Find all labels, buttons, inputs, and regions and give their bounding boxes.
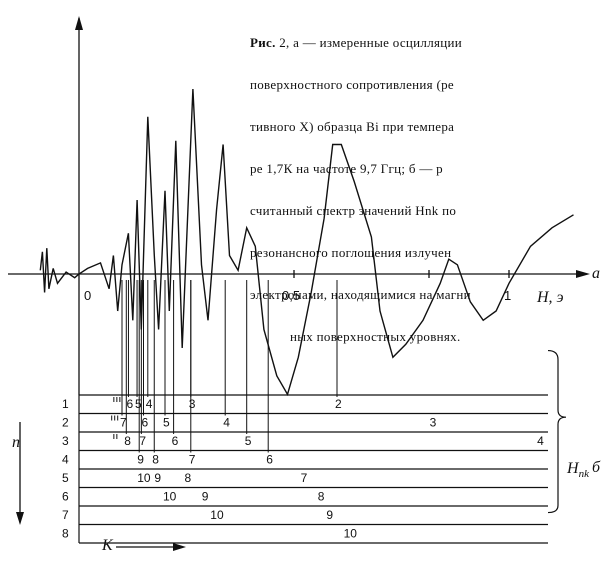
caption-line-5: считанный спектр значений Hnk по [250, 203, 457, 218]
row-number: 1 [62, 397, 69, 411]
spectrum-entry: 9 [202, 490, 209, 504]
spectrum-entry: 9 [154, 471, 161, 485]
k-axis-arrowhead [173, 543, 186, 551]
spectrum-entry: 10 [210, 508, 224, 522]
spectrum-entry: 6 [126, 397, 133, 411]
row-number: 7 [62, 508, 69, 522]
spectrum-entry: 7 [120, 416, 127, 430]
x-tick-label-1: 1 [504, 288, 511, 303]
spectrum-entry: 5 [135, 397, 142, 411]
spectrum-entry: 3 [189, 397, 196, 411]
spectrum-entries: 6 5 4 3 27 6 5 4 38 7 6 5 49 8 7 610 9 8 710 9 810 910 [120, 397, 544, 541]
spectrum-entry: 6 [142, 416, 149, 430]
spectrum-entry: 9 [137, 453, 144, 467]
spectrum-entry: 7 [189, 453, 196, 467]
spectrum-entry: 4 [146, 397, 153, 411]
spectrum-entry: 7 [139, 434, 146, 448]
caption-line-1: Рис. 2, а — измеренные осцилляции [250, 36, 602, 50]
spectrum-entry: 6 [266, 453, 273, 467]
spectrum-entry: 7 [301, 471, 308, 485]
x-axis-label: H, э [536, 289, 564, 306]
caption-line-3: тивного X) образца Bi при темпера [250, 119, 455, 134]
caption-line-7: электронами, находящимися на магни [250, 287, 471, 302]
panel-b-table [78, 394, 548, 544]
panel-a-label: а [592, 265, 600, 282]
row-number: 5 [62, 471, 69, 485]
row-number: 8 [62, 527, 69, 541]
spectrum-entry: 8 [318, 490, 325, 504]
y-axis-arrowhead [75, 16, 83, 30]
resonance-droplines [121, 280, 338, 453]
row-number-labels: 1 2 3 4 5 6 7 8 [62, 397, 69, 541]
figure-caption: Рис. 2, а — измеренные осцилляции поверх… [250, 8, 602, 358]
k-axis-label: K [101, 537, 114, 554]
x-tick-label-0-5: 0,5 [282, 288, 300, 303]
oscillation-curve [39, 88, 574, 397]
spectrum-entry: 10 [344, 527, 358, 541]
caption-label: Рис. [250, 35, 276, 50]
spectrum-entry: 8 [185, 471, 192, 485]
x-axis-arrowhead [576, 270, 590, 278]
hnk-brace [547, 350, 567, 514]
n-axis-arrowhead [16, 512, 24, 525]
hnk-label-main: H [566, 460, 580, 477]
n-axis-label: n [12, 434, 20, 451]
spectrum-entry: 3 [430, 416, 437, 430]
spectrum-entry: 6 [172, 434, 179, 448]
caption-line-1-text: 2, а — измеренные осцилляции [275, 35, 463, 50]
caption-line-4: ре 1,7К на частоте 9,7 Ггц; б — р [250, 161, 443, 176]
row-number: 4 [62, 453, 69, 467]
spectrum-entry: 2 [335, 397, 342, 411]
caption-line-2: поверхностного сопротивления (ре [250, 77, 454, 92]
spectrum-entry: 10 [137, 471, 151, 485]
spectrum-entry: 9 [326, 508, 333, 522]
hnk-label: Hnk [566, 460, 590, 480]
spectrum-entry: 4 [537, 434, 544, 448]
spectrum-entry: 5 [245, 434, 252, 448]
spectrum-entry: 10 [163, 490, 177, 504]
x-tick-label-0: 0 [84, 288, 91, 303]
row-number: 6 [62, 490, 69, 504]
spectrum-entry: 5 [163, 416, 170, 430]
caption-line-6: резонансного поглощения излучен [250, 245, 452, 260]
caption-line-8: ных поверхностных уровнях. [290, 329, 461, 344]
spectrum-entry: 4 [223, 416, 230, 430]
hnk-label-sub: nk [579, 468, 591, 480]
dense-tick-marks [111, 397, 121, 439]
spectrum-entry: 8 [124, 434, 131, 448]
spectrum-entry: 8 [152, 453, 159, 467]
row-number: 3 [62, 434, 69, 448]
panel-b-label: б [592, 459, 601, 476]
row-number: 2 [62, 416, 69, 430]
